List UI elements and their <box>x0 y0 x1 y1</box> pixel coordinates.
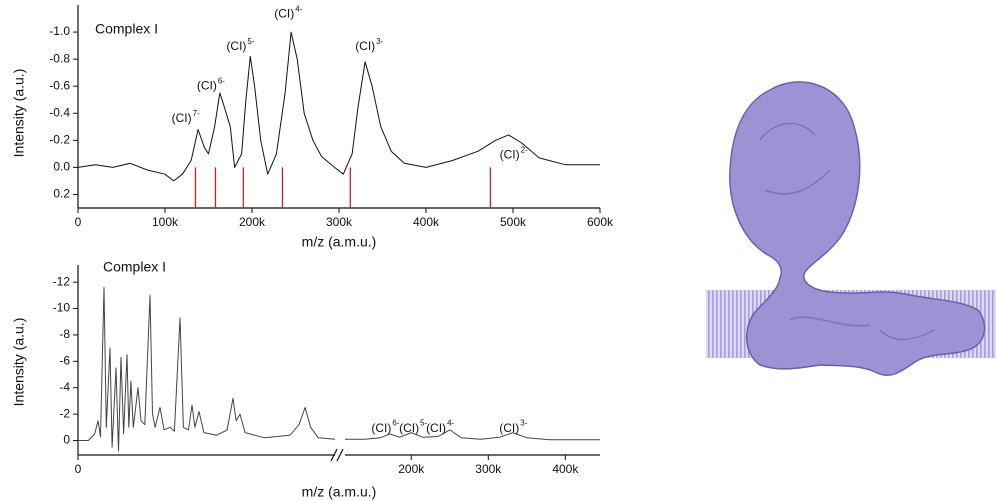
y-tick-label: -6 <box>59 353 70 367</box>
chart-title: Complex I <box>103 259 166 275</box>
peak-label: (CI) 2- <box>500 145 528 161</box>
peak-label-charge: 7- <box>193 109 200 118</box>
peak-label: (CI) 6- <box>197 76 225 92</box>
peak-label: (CI) 3- <box>499 419 527 435</box>
y-tick-label: -8 <box>59 327 70 341</box>
peak-label-charge: 4- <box>295 5 302 14</box>
x-axis-title: m/z (a.m.u.) <box>302 484 377 500</box>
peak-label: (CI) 6- <box>371 419 399 435</box>
x-tick-label: 500k <box>500 215 527 229</box>
y-axis-title: Intensity (a.u.) <box>11 69 27 158</box>
peak-label-charge: 6- <box>218 76 225 85</box>
peak-label-charge: 3- <box>376 37 383 46</box>
chart-title: Complex I <box>95 21 158 37</box>
y-tick-label: 0.2 <box>53 187 70 201</box>
peak-label: (CI) 4- <box>274 5 302 21</box>
peak-label: (CI) 5- <box>399 419 427 435</box>
y-tick-label: -2 <box>59 406 70 420</box>
x-tick-label: 0 <box>75 462 82 476</box>
peak-label-charge: 4- <box>447 419 454 428</box>
density-blob <box>729 81 986 376</box>
x-tick-label: 400k <box>413 215 440 229</box>
x-tick-label: 200k <box>239 215 266 229</box>
peak-label-text: (CI) <box>226 39 246 53</box>
spectrum-line <box>78 286 336 452</box>
y-tick-label: -0.2 <box>49 133 70 147</box>
peak-label: (CI) 5- <box>226 37 254 53</box>
x-tick-label: 100k <box>152 215 179 229</box>
spectrum-line <box>345 429 600 441</box>
peak-label-charge: 6- <box>392 419 399 428</box>
peak-label-text: (CI) <box>355 39 375 53</box>
y-tick-label: 0.0 <box>53 160 70 174</box>
x-tick-label: 0 <box>75 215 82 229</box>
peak-label-text: (CI) <box>399 421 419 435</box>
x-tick-label: 200k <box>398 462 425 476</box>
peak-label-text: (CI) <box>197 78 217 92</box>
x-tick-label: 400k <box>552 462 579 476</box>
x-axis-title: m/z (a.m.u.) <box>302 234 377 250</box>
x-tick-label: 600k <box>587 215 614 229</box>
peak-label-charge: 5- <box>247 37 254 46</box>
blob-shading <box>759 122 936 341</box>
y-tick-label: -4 <box>59 380 70 394</box>
x-tick-label: 300k <box>326 215 353 229</box>
peak-label-text: (CI) <box>499 421 519 435</box>
y-tick-label: -0.8 <box>49 51 70 65</box>
y-axis-title: Intensity (a.u.) <box>11 318 27 407</box>
y-tick-label: 0 <box>63 433 70 447</box>
density-map <box>706 81 996 376</box>
y-tick-label: -0.4 <box>49 105 70 119</box>
peak-label-text: (CI) <box>500 147 520 161</box>
y-tick-label: -10 <box>53 301 71 315</box>
peak-label: (CI) 7- <box>172 109 200 125</box>
peak-label-charge: 3- <box>520 419 527 428</box>
peak-label-charge: 5- <box>420 419 427 428</box>
peak-label-text: (CI) <box>274 7 294 21</box>
spectrum-line <box>77 31 600 182</box>
peak-label-charge: 2- <box>521 145 528 154</box>
peak-label-text: (CI) <box>371 421 391 435</box>
y-tick-label: -12 <box>53 274 71 288</box>
peak-label: (CI) 4- <box>426 419 454 435</box>
peak-label-text: (CI) <box>172 111 192 125</box>
x-tick-label: 300k <box>475 462 502 476</box>
y-tick-label: -0.6 <box>49 78 70 92</box>
y-tick-label: -1.0 <box>49 24 70 38</box>
peak-label: (CI) 3- <box>355 37 383 53</box>
peak-label-text: (CI) <box>426 421 446 435</box>
